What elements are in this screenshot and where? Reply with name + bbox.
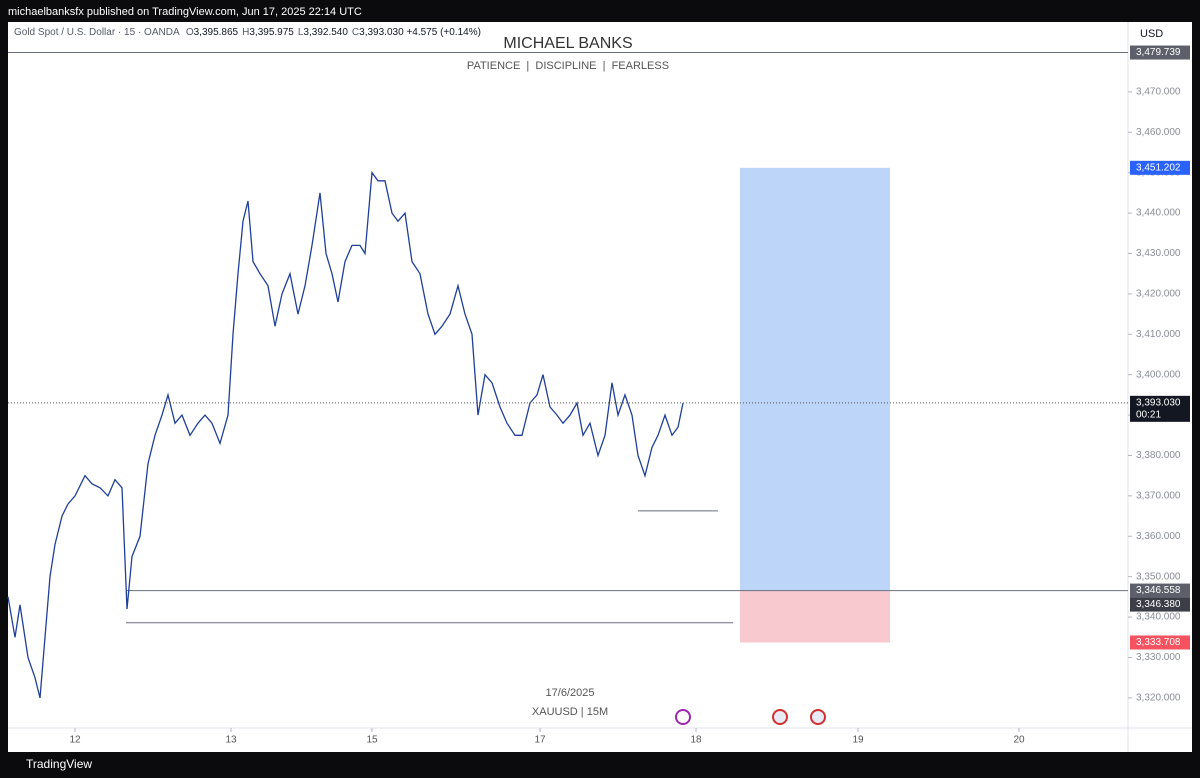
price-label: 3,479.739 xyxy=(1136,47,1181,58)
y-tick-label: 3,400.000 xyxy=(1136,369,1181,380)
ohlc-value: 3,392.540 xyxy=(303,27,348,38)
price-label: 3,451.202 xyxy=(1136,162,1181,173)
ohlc-value: 3,395.975 xyxy=(249,27,294,38)
y-tick-label: 3,340.000 xyxy=(1136,612,1181,623)
price-label-box xyxy=(1130,395,1190,422)
y-tick-label: 3,420.000 xyxy=(1136,289,1181,300)
interval-label: XAUUSD | 15M xyxy=(532,706,608,718)
y-tick-label: 3,430.000 xyxy=(1136,248,1181,259)
currency: USD xyxy=(1140,28,1163,40)
loss-zone xyxy=(740,590,890,643)
price-line xyxy=(7,170,684,699)
chart-background xyxy=(8,22,1192,752)
price-label: 3,346.558 xyxy=(1136,585,1181,596)
x-tick-label: 12 xyxy=(69,735,81,746)
event-icon[interactable] xyxy=(810,709,826,725)
x-tick-label: 19 xyxy=(852,735,864,746)
symbol-legend: Gold Spot / U.S. Dollar · 15 · OANDA O3,… xyxy=(14,27,481,38)
y-tick-label: 3,360.000 xyxy=(1136,531,1181,542)
profit-zone xyxy=(740,167,890,591)
x-tick-label: 17 xyxy=(534,735,546,746)
y-tick-label: 3,370.000 xyxy=(1136,491,1181,502)
footer-brand: TradingView xyxy=(26,757,92,771)
ohlc: O3,395.865 H3,395.975 L3,392.540 C3,393.030 xyxy=(182,27,404,38)
y-tick-label: 3,410.000 xyxy=(1136,329,1181,340)
price-label-sub: 00:21 xyxy=(1136,409,1161,420)
x-tick-label: 18 xyxy=(690,735,702,746)
y-tick-label: 3,460.000 xyxy=(1136,127,1181,138)
price-label-box xyxy=(1130,583,1190,598)
x-tick-label: 13 xyxy=(225,735,237,746)
ohlc-value: 3,393.030 xyxy=(359,27,404,38)
event-icons xyxy=(675,709,826,725)
price-label: 3,393.030 xyxy=(1136,397,1181,408)
footer-bar xyxy=(0,752,1200,778)
price-label-box xyxy=(1130,597,1190,612)
ohlc-value: 3,395.865 xyxy=(193,27,239,38)
y-tick-label: 3,380.000 xyxy=(1136,450,1181,461)
ohlc-key: H xyxy=(242,27,250,38)
price-label: 3,333.708 xyxy=(1136,637,1181,648)
ohlc-key: L xyxy=(297,27,304,38)
y-tick-label: 3,320.000 xyxy=(1136,693,1181,704)
price-label-box xyxy=(1130,635,1190,650)
change: +4.575 (+0.14%) xyxy=(406,27,481,38)
event-icon[interactable] xyxy=(772,709,788,725)
symbol: Gold Spot / U.S. Dollar · 15 · OANDA xyxy=(14,27,180,38)
price-label-box xyxy=(1130,45,1190,60)
ohlc-key: C xyxy=(351,27,360,38)
y-tick-label: 3,350.000 xyxy=(1136,571,1181,582)
x-tick-label: 15 xyxy=(366,735,378,746)
price-label-box xyxy=(1130,160,1190,175)
price-label: 3,346.380 xyxy=(1136,599,1181,610)
publisher: michaelbanksfx published on TradingView.… xyxy=(8,6,362,18)
x-tick-label: 20 xyxy=(1013,735,1025,746)
watermark-subtitle: PATIENCE | DISCIPLINE | FEARLESS xyxy=(467,60,669,72)
ohlc-key: O xyxy=(185,27,194,38)
event-icon[interactable] xyxy=(675,709,691,725)
y-tick-label: 3,330.000 xyxy=(1136,652,1181,663)
y-tick-label: 3,440.000 xyxy=(1136,208,1181,219)
y-tick-label: 3,470.000 xyxy=(1136,87,1181,98)
watermark-title: MICHAEL BANKS xyxy=(503,35,632,52)
date-label: 17/6/2025 xyxy=(546,687,595,699)
